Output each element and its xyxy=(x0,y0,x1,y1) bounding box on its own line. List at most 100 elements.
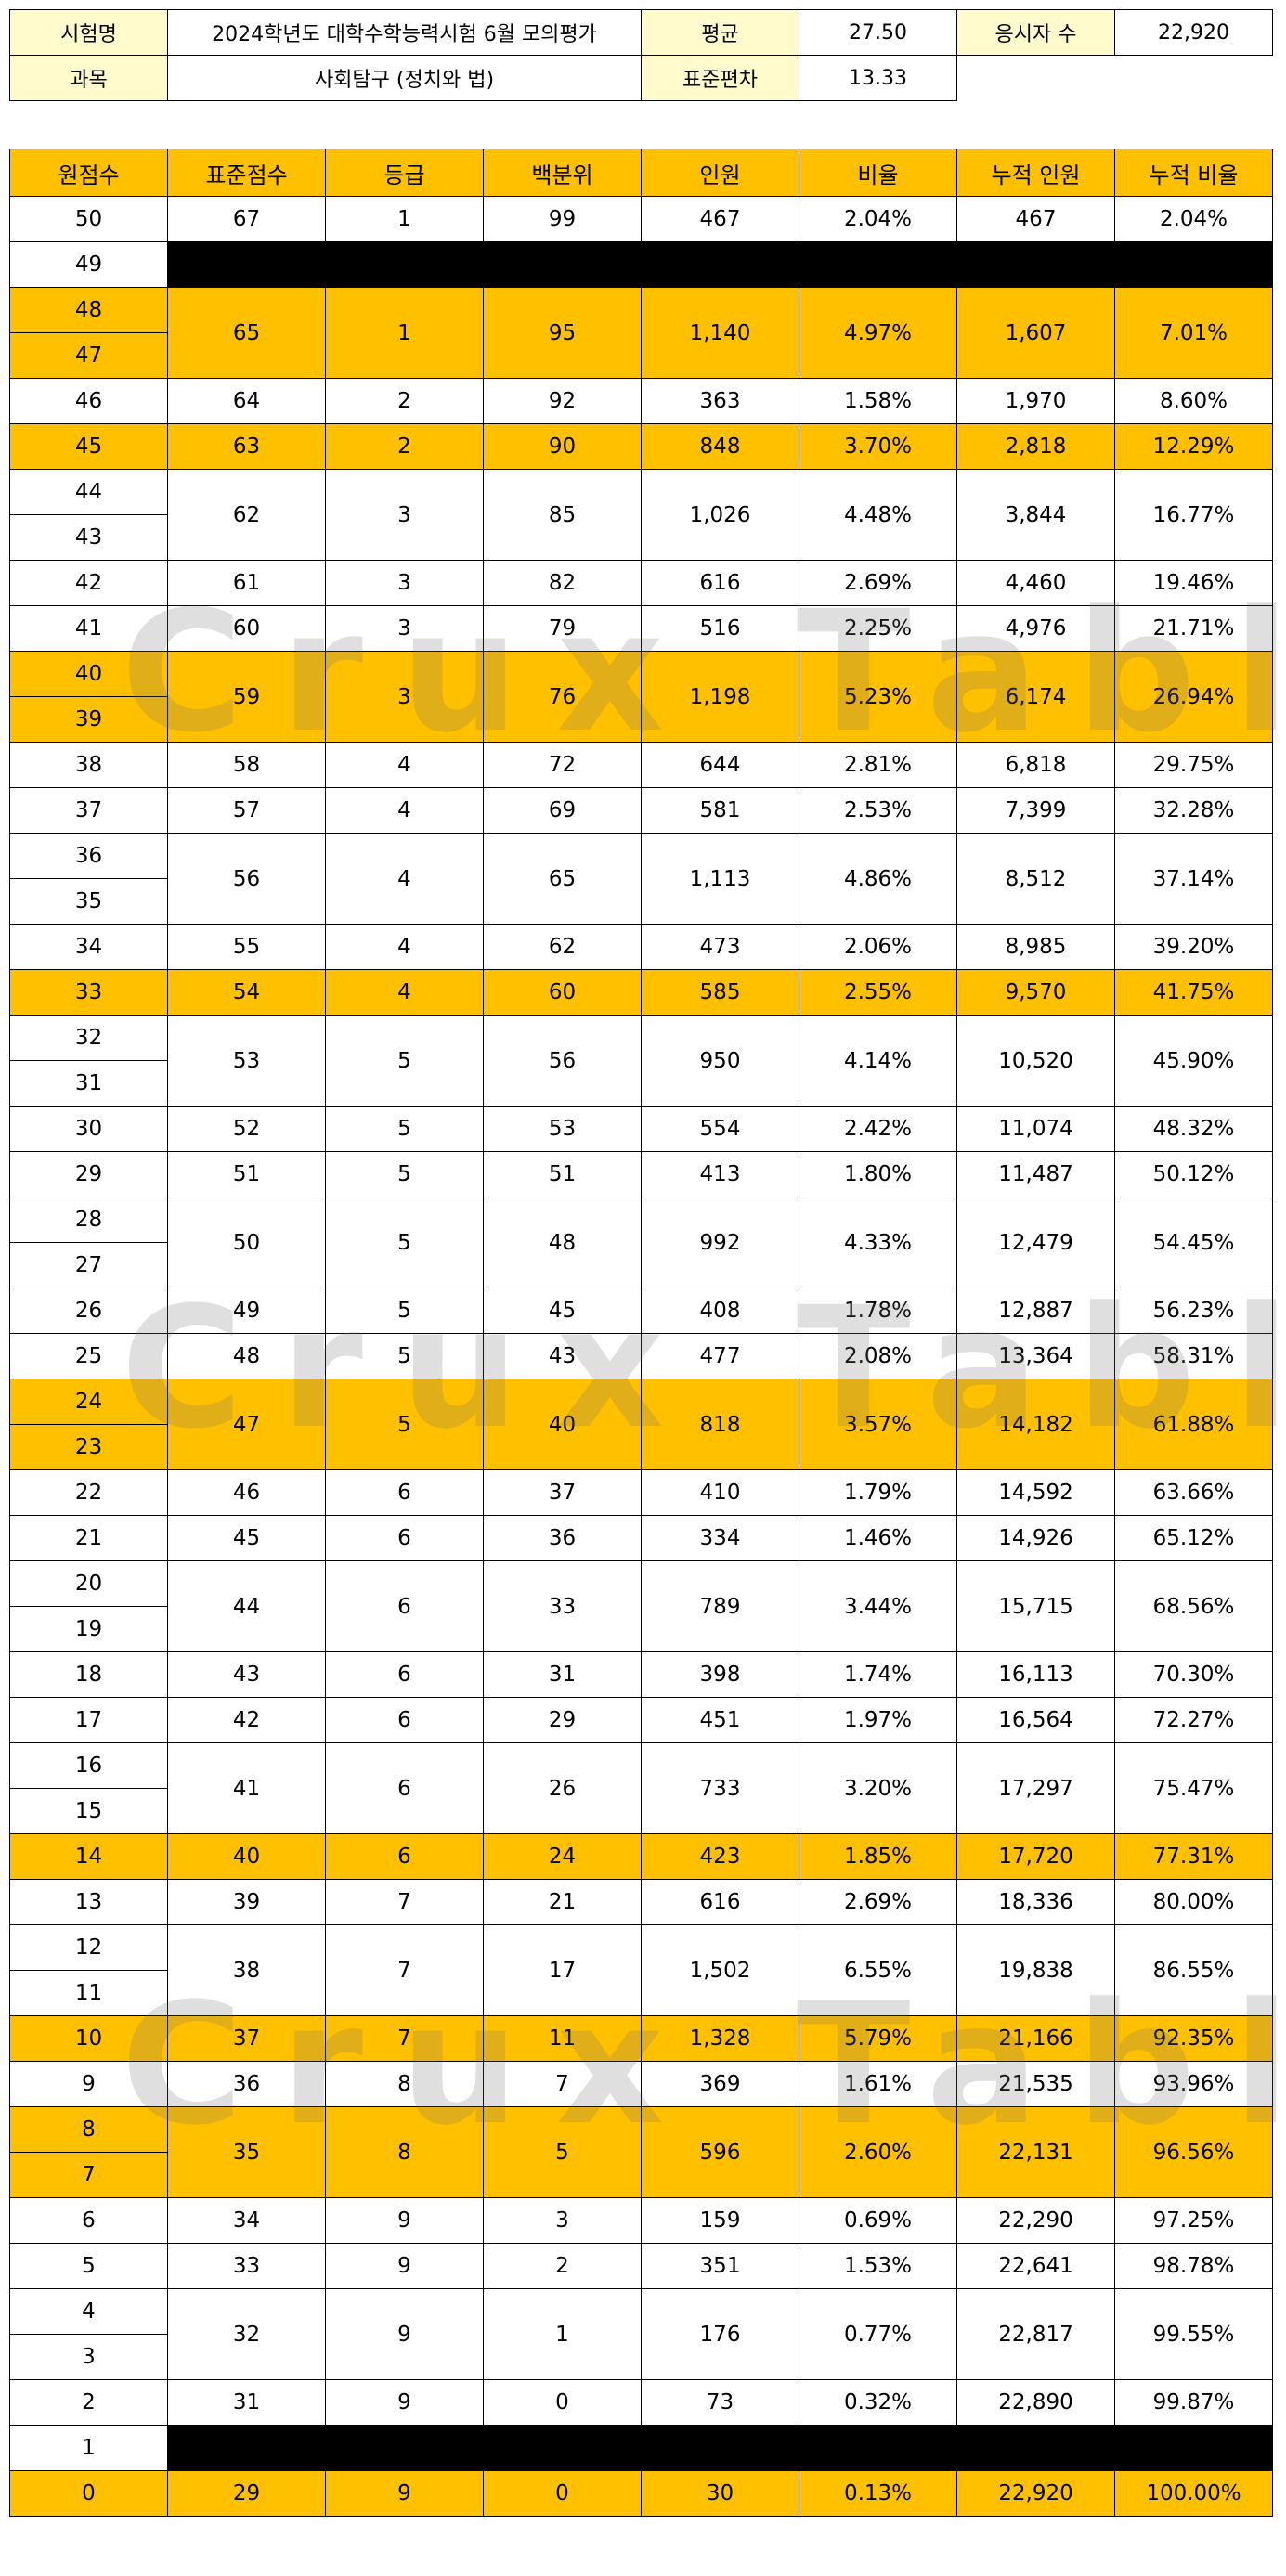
cumulative-count-cell: 22,890 xyxy=(956,2379,1115,2426)
table-row: 34 55 4 62 473 2.06% 8,985 39.20% xyxy=(9,924,1273,970)
ratio-cell: 1.46% xyxy=(799,1515,957,1561)
grade-cell: 6 xyxy=(325,1697,484,1743)
cumulative-ratio-cell: 50.12% xyxy=(1114,1151,1273,1197)
table-row: 10 37 7 11 1,328 5.79% 21,166 92.35% xyxy=(9,2015,1273,2062)
standard-score-cell: 63 xyxy=(167,423,326,470)
percentile-cell: 37 xyxy=(483,1469,642,1516)
count-cell: 369 xyxy=(641,2061,799,2107)
raw-score-cell: 11 xyxy=(9,1970,168,2016)
grade-cell: 7 xyxy=(325,2015,484,2062)
standard-score-cell: 34 xyxy=(167,2197,326,2244)
cumulative-ratio-cell: 77.31% xyxy=(1114,1833,1273,1880)
cumulative-count-cell: 15,715 xyxy=(956,1560,1115,1652)
cumulative-count-cell: 467 xyxy=(956,196,1115,242)
cumulative-ratio-cell: 97.25% xyxy=(1114,2197,1273,2244)
count-cell: 413 xyxy=(641,1151,799,1197)
ratio-cell: 1.58% xyxy=(799,378,957,424)
ratio-cell: 4.33% xyxy=(799,1197,957,1288)
table-row: 11 xyxy=(9,1970,1273,2016)
raw-score-cell: 8 xyxy=(9,2106,168,2153)
cumulative-count-cell: 16,564 xyxy=(956,1697,1115,1743)
cumulative-count-cell: 2,818 xyxy=(956,423,1115,470)
count-cell: 616 xyxy=(641,1879,799,1925)
percentile-cell: 7 xyxy=(483,2061,642,2107)
standard-score-cell: 57 xyxy=(167,787,326,834)
standard-score-cell: 41 xyxy=(167,1742,326,1834)
percentile-cell: 48 xyxy=(483,1197,642,1288)
cumulative-ratio-cell: 2.04% xyxy=(1114,196,1273,242)
standard-score-cell: 29 xyxy=(167,2470,326,2517)
ratio-cell: 5.23% xyxy=(799,651,957,743)
raw-score-cell: 12 xyxy=(9,1924,168,1971)
raw-score-cell: 9 xyxy=(9,2061,168,2107)
ratio-cell: 1.97% xyxy=(799,1697,957,1743)
table-row: 8 35 8 5 596 2.60% 22,131 96.56% xyxy=(9,2106,1273,2198)
count-cell: 516 xyxy=(641,605,799,652)
ratio-cell: 2.25% xyxy=(799,605,957,652)
raw-score-cell: 48 xyxy=(9,287,168,333)
ratio-cell: 2.69% xyxy=(799,560,957,606)
grade-cell: 5 xyxy=(325,1106,484,1152)
count-cell: 950 xyxy=(641,1015,799,1107)
percentile-cell: 72 xyxy=(483,742,642,788)
ratio-cell: 1.53% xyxy=(799,2243,957,2289)
count-cell: 467 xyxy=(641,196,799,242)
grade-cell: 9 xyxy=(325,2197,484,2244)
table-row: 37 57 4 69 581 2.53% 7,399 32.28% xyxy=(9,787,1273,834)
raw-score-cell: 32 xyxy=(9,1015,168,1061)
cumulative-ratio-cell: 93.96% xyxy=(1114,2061,1273,2107)
grade-cell: 5 xyxy=(325,1333,484,1379)
table-row: 22 46 6 37 410 1.79% 14,592 63.66% xyxy=(9,1469,1273,1516)
standard-score-cell: 51 xyxy=(167,1151,326,1197)
raw-score-cell: 18 xyxy=(9,1651,168,1698)
count-cell: 73 xyxy=(641,2379,799,2426)
col-header-percentile: 백분위 xyxy=(483,149,642,197)
standard-score-cell: 46 xyxy=(167,1469,326,1516)
cumulative-count-cell: 14,926 xyxy=(956,1515,1115,1561)
exam-name-label: 시험명 xyxy=(9,9,168,56)
percentile-cell: 36 xyxy=(483,1515,642,1561)
cumulative-ratio-cell: 8.60% xyxy=(1114,378,1273,424)
cumulative-ratio-cell: 58.31% xyxy=(1114,1333,1273,1379)
col-header-count: 인원 xyxy=(641,149,799,197)
grade-cell: 3 xyxy=(325,651,484,743)
percentile-cell: 62 xyxy=(483,924,642,970)
standard-score-cell: 45 xyxy=(167,1515,326,1561)
table-row: 9 36 8 7 369 1.61% 21,535 93.96% xyxy=(9,2061,1273,2107)
percentile-cell: 45 xyxy=(483,1288,642,1334)
ratio-cell: 1.78% xyxy=(799,1288,957,1334)
count-cell: 1,502 xyxy=(641,1924,799,2016)
percentile-cell: 43 xyxy=(483,1333,642,1379)
count-cell: 585 xyxy=(641,969,799,1016)
grade-cell: 6 xyxy=(325,1560,484,1652)
cumulative-ratio-cell: 21.71% xyxy=(1114,605,1273,652)
cumulative-count-cell: 6,174 xyxy=(956,651,1115,743)
count-cell: 818 xyxy=(641,1379,799,1470)
raw-score-cell: 43 xyxy=(9,514,168,561)
score-table-body: 50 67 1 99 467 2.04% 467 2.04% 49 48 65 1 95 1,140 4.9… xyxy=(9,196,1273,2517)
grade-cell: 9 xyxy=(325,2470,484,2517)
grade-cell: 5 xyxy=(325,1379,484,1470)
raw-score-cell: 39 xyxy=(9,696,168,743)
grade-cell: 5 xyxy=(325,1288,484,1334)
raw-score-cell: 25 xyxy=(9,1333,168,1379)
raw-score-cell: 26 xyxy=(9,1288,168,1334)
col-header-standard-score: 표준점수 xyxy=(167,149,326,197)
percentile-cell: 5 xyxy=(483,2106,642,2198)
standard-score-cell: 53 xyxy=(167,1015,326,1107)
percentile-cell: 69 xyxy=(483,787,642,834)
raw-score-cell: 42 xyxy=(9,560,168,606)
table-row: 48 65 1 95 1,140 4.97% 1,607 7.01% xyxy=(9,287,1273,379)
mean-label: 평균 xyxy=(641,9,799,56)
raw-score-cell: 3 xyxy=(9,2334,168,2380)
grade-cell: 4 xyxy=(325,833,484,925)
table-row: 46 64 2 92 363 1.58% 1,970 8.60% xyxy=(9,378,1273,424)
mean-value: 27.50 xyxy=(799,9,957,56)
percentile-cell: 0 xyxy=(483,2379,642,2426)
ratio-cell: 0.13% xyxy=(799,2470,957,2517)
no-data-bar xyxy=(167,241,1273,288)
raw-score-cell: 49 xyxy=(9,241,168,288)
table-row: 29 51 5 51 413 1.80% 11,487 50.12% xyxy=(9,1151,1273,1197)
cumulative-count-cell: 22,920 xyxy=(956,2470,1115,2517)
percentile-cell: 2 xyxy=(483,2243,642,2289)
